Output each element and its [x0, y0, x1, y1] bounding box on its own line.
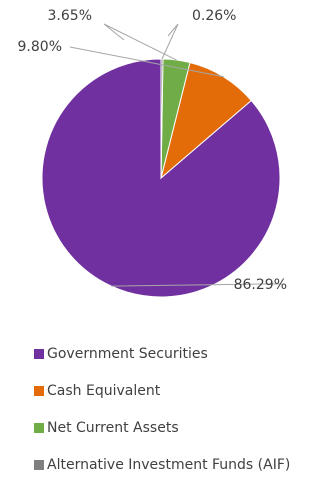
pie-chart: 86.29% 9.80% 3.65% 0.26% Government Securit…	[18, 8, 291, 473]
leader-line	[69, 46, 224, 78]
chart-legend: Government Securities Cash Equivalent Net …	[34, 346, 290, 494]
legend-swatch	[34, 349, 44, 359]
leader-line	[103, 23, 177, 61]
data-label: 9.80%	[18, 39, 62, 55]
legend-label: Government Securities	[47, 346, 208, 362]
data-label: 3.65%	[48, 8, 92, 24]
data-label: 86.29%	[234, 277, 287, 293]
leader-line	[161, 23, 179, 60]
legend-label: Net Current Assets	[47, 420, 179, 436]
pie-slice-alternative-investment-funds-aif	[160, 58, 164, 179]
legend-swatch	[34, 460, 44, 470]
pie-plot: 86.29% 9.80% 3.65% 0.26%	[18, 8, 287, 298]
legend-item: Alternative Investment Funds (AIF)	[34, 457, 290, 473]
legend-label: Cash Equivalent	[47, 383, 161, 399]
data-label: 0.26%	[192, 8, 236, 24]
legend-item: Net Current Assets	[34, 420, 290, 436]
leader-line	[111, 283, 282, 287]
legend-item: Government Securities	[34, 346, 290, 362]
legend-swatch	[34, 423, 44, 433]
legend-label: Alternative Investment Funds (AIF)	[47, 457, 291, 473]
legend-swatch	[34, 386, 44, 396]
legend-item: Cash Equivalent	[34, 383, 290, 399]
